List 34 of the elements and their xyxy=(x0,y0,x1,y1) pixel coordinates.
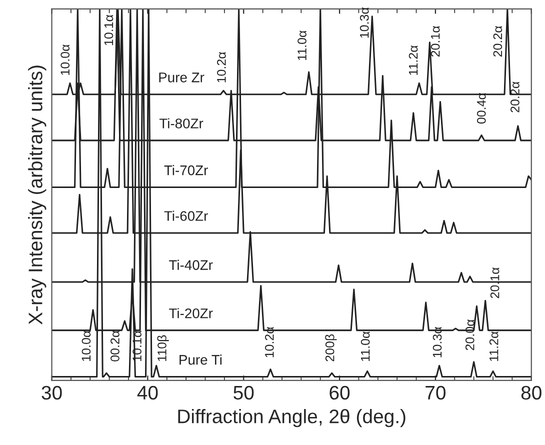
annotation: 10.1α xyxy=(104,14,114,46)
x-tick-label: 60 xyxy=(330,386,350,400)
annotation: 00.2α xyxy=(110,330,120,362)
annotation: 11.2α xyxy=(408,46,418,75)
annotation: 20.2α xyxy=(493,26,502,57)
annotation: 10.2α xyxy=(264,326,274,358)
x-tick-label: 30 xyxy=(42,386,62,400)
annotation: 11.0α xyxy=(298,30,306,60)
series-label: Pure Zr xyxy=(159,72,204,82)
annotation: 200β xyxy=(325,334,337,362)
series-label: Ti-60Zr xyxy=(164,210,208,221)
x-tick-label: 70 xyxy=(426,386,446,400)
annotation: 20.2α xyxy=(510,82,520,112)
annotation: 10.3α xyxy=(432,326,442,358)
annotation: 10.0α xyxy=(82,330,91,361)
x-tick-label: 50 xyxy=(234,386,254,400)
annotation: 20.1α xyxy=(430,26,440,57)
series-label: Ti-70Zr xyxy=(164,165,208,176)
x-tick-label: 40 xyxy=(137,386,158,400)
series-label: Ti-20Zr xyxy=(169,308,213,318)
annotation: 11.2α xyxy=(489,332,498,361)
annotation: 10.2α xyxy=(217,52,226,82)
y-axis-title: X-ray Intensity (arbitrary units) xyxy=(28,66,46,324)
annotation: 10.0α xyxy=(60,44,70,75)
x-tick-label: 80 xyxy=(521,386,542,400)
annotation: 20.0α xyxy=(465,320,474,350)
annotation: 10.3α xyxy=(360,7,369,38)
annotation: 110β xyxy=(157,335,169,361)
series-label: Pure Ti xyxy=(180,354,222,365)
annotation: 20.1α xyxy=(490,268,500,298)
series-label: Ti-40Zr xyxy=(169,260,213,270)
series-label: Ti-80Zr xyxy=(159,118,204,128)
annotation: 11.0α xyxy=(360,332,370,361)
x-axis-title: Diffraction Angle, 2θ (deg.) xyxy=(178,409,406,428)
